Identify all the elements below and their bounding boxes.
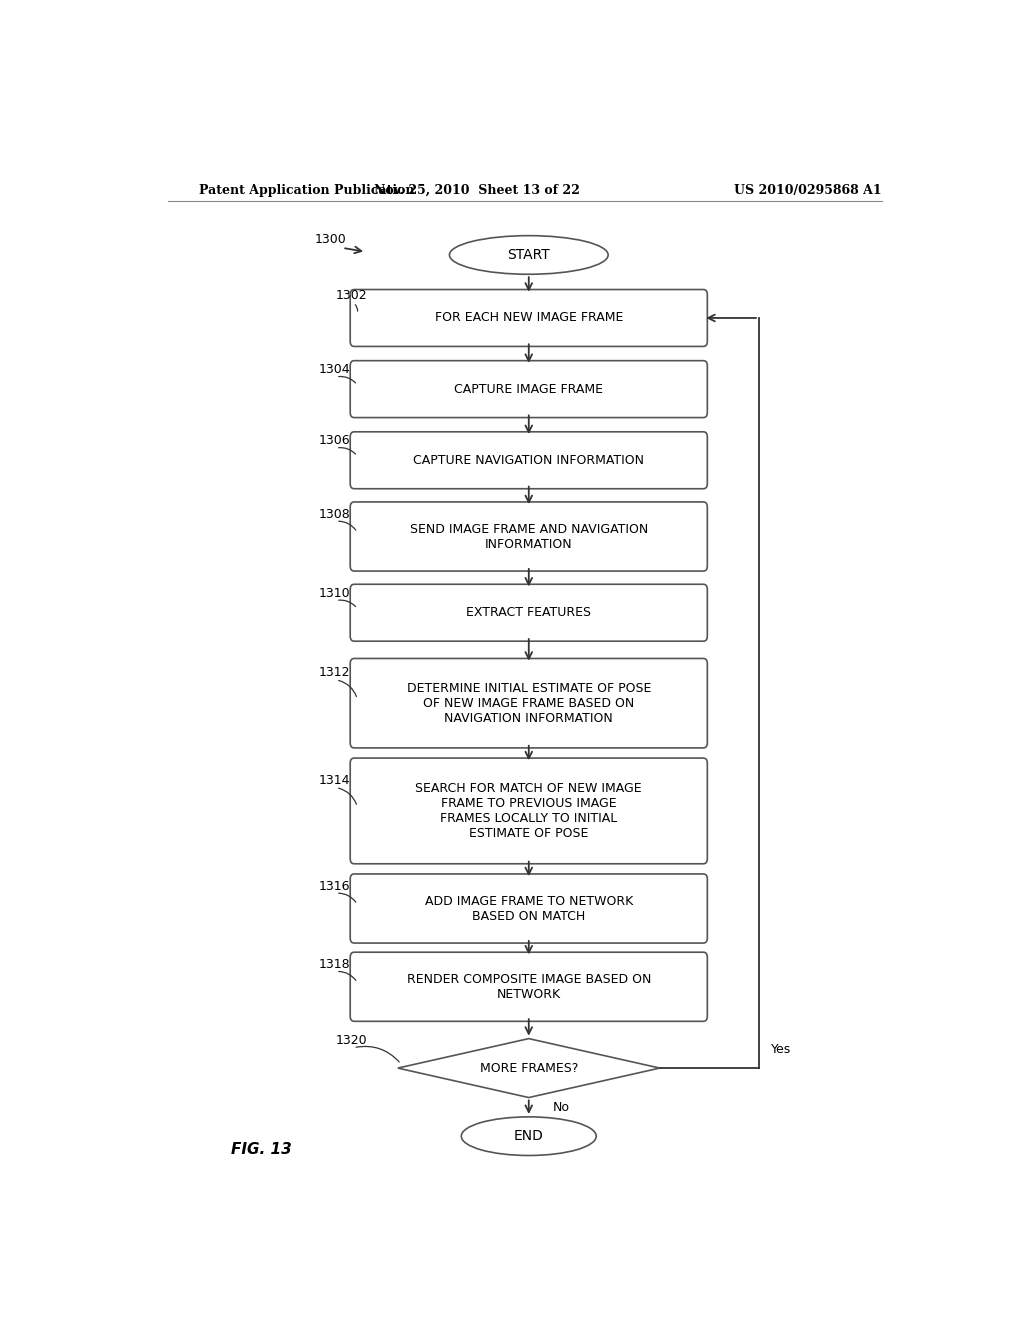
Text: 1310: 1310 (318, 587, 350, 599)
Text: SEND IMAGE FRAME AND NAVIGATION
INFORMATION: SEND IMAGE FRAME AND NAVIGATION INFORMAT… (410, 523, 648, 550)
Text: 1318: 1318 (318, 958, 350, 972)
Text: ADD IMAGE FRAME TO NETWORK
BASED ON MATCH: ADD IMAGE FRAME TO NETWORK BASED ON MATC… (425, 895, 633, 923)
FancyBboxPatch shape (350, 952, 708, 1022)
Ellipse shape (450, 236, 608, 275)
FancyBboxPatch shape (350, 659, 708, 748)
Text: 1306: 1306 (318, 434, 350, 447)
FancyBboxPatch shape (350, 432, 708, 488)
Text: 1320: 1320 (336, 1034, 368, 1047)
Text: 1308: 1308 (318, 508, 350, 520)
Text: SEARCH FOR MATCH OF NEW IMAGE
FRAME TO PREVIOUS IMAGE
FRAMES LOCALLY TO INITIAL
: SEARCH FOR MATCH OF NEW IMAGE FRAME TO P… (416, 781, 642, 840)
FancyBboxPatch shape (350, 874, 708, 942)
Text: MORE FRAMES?: MORE FRAMES? (479, 1061, 578, 1074)
Text: No: No (553, 1101, 569, 1114)
Ellipse shape (461, 1117, 596, 1155)
Text: END: END (514, 1129, 544, 1143)
FancyBboxPatch shape (350, 585, 708, 642)
Text: 1314: 1314 (318, 774, 350, 787)
Text: START: START (508, 248, 550, 261)
Polygon shape (397, 1039, 659, 1097)
Text: EXTRACT FEATURES: EXTRACT FEATURES (466, 606, 591, 619)
FancyBboxPatch shape (350, 360, 708, 417)
Text: 1302: 1302 (336, 289, 368, 302)
FancyBboxPatch shape (350, 502, 708, 572)
FancyBboxPatch shape (350, 289, 708, 346)
Text: FOR EACH NEW IMAGE FRAME: FOR EACH NEW IMAGE FRAME (434, 312, 623, 325)
Text: DETERMINE INITIAL ESTIMATE OF POSE
OF NEW IMAGE FRAME BASED ON
NAVIGATION INFORM: DETERMINE INITIAL ESTIMATE OF POSE OF NE… (407, 681, 651, 725)
Text: 1316: 1316 (318, 879, 350, 892)
Text: 1304: 1304 (318, 363, 350, 376)
Text: CAPTURE NAVIGATION INFORMATION: CAPTURE NAVIGATION INFORMATION (414, 454, 644, 467)
Text: 1300: 1300 (314, 234, 346, 247)
Text: FIG. 13: FIG. 13 (231, 1142, 292, 1156)
Text: US 2010/0295868 A1: US 2010/0295868 A1 (734, 183, 882, 197)
Text: Yes: Yes (771, 1043, 792, 1056)
Text: Nov. 25, 2010  Sheet 13 of 22: Nov. 25, 2010 Sheet 13 of 22 (374, 183, 581, 197)
Text: CAPTURE IMAGE FRAME: CAPTURE IMAGE FRAME (455, 383, 603, 396)
Text: 1312: 1312 (318, 667, 350, 680)
Text: RENDER COMPOSITE IMAGE BASED ON
NETWORK: RENDER COMPOSITE IMAGE BASED ON NETWORK (407, 973, 651, 1001)
Text: Patent Application Publication: Patent Application Publication (200, 183, 415, 197)
FancyBboxPatch shape (350, 758, 708, 863)
